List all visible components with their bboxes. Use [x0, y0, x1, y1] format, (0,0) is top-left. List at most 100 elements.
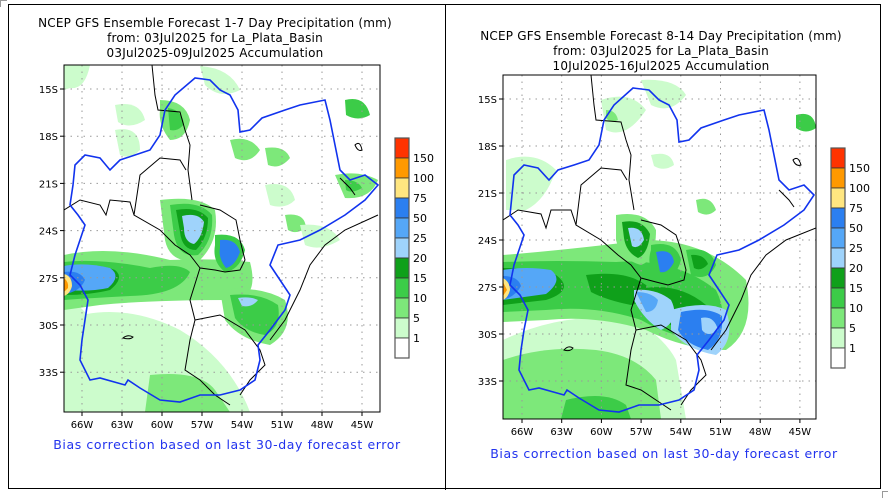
- basin-outline: [509, 87, 816, 413]
- colorbar-frame: [830, 147, 846, 369]
- map-frame: [63, 64, 381, 413]
- colorbar-level-label: 75: [413, 192, 427, 205]
- colorbar-swatch: [394, 277, 410, 299]
- lat-label: 21S: [478, 189, 497, 200]
- lat-label: 30S: [478, 330, 497, 341]
- colorbar-level-label: 20: [413, 252, 427, 265]
- colorbar-swatch: [394, 137, 410, 159]
- lon-label: 66W: [511, 427, 534, 438]
- colorbar-level-label: 1: [849, 342, 856, 355]
- forecast-panel-week2: NCEP GFS Ensemble Forecast 8-14 Day Prec…: [478, 29, 870, 461]
- lon-label: 54W: [669, 427, 692, 438]
- lat-label: 15S: [39, 85, 58, 96]
- colorbar-swatch: [830, 147, 846, 169]
- lat-lon-grid: [503, 75, 816, 419]
- lat-label: 24S: [478, 236, 497, 247]
- lat-label: 24S: [39, 227, 58, 238]
- colorbar-level-label: 15: [413, 272, 427, 285]
- colorbar-swatch: [830, 167, 846, 189]
- colorbar-swatch: [394, 237, 410, 259]
- colorbar-swatch: [394, 337, 410, 359]
- colorbar-level-label: 25: [849, 242, 863, 255]
- map-plot-area: [64, 65, 380, 412]
- colorbar-swatch: [830, 247, 846, 269]
- colorbar-swatch: [830, 227, 846, 249]
- lat-label: 33S: [478, 377, 497, 388]
- colorbar-swatch: [394, 197, 410, 219]
- lon-label: 57W: [191, 420, 214, 431]
- colorbar: 150 100 75 50 25 20 15 10 5 1: [394, 137, 434, 359]
- figure-frame: [8, 4, 881, 489]
- panel-title-line1: NCEP GFS Ensemble Forecast 8-14 Day Prec…: [480, 29, 842, 43]
- lat-label: 33S: [39, 368, 58, 379]
- lon-label: 54W: [231, 420, 254, 431]
- colorbar-level-label: 150: [413, 152, 434, 165]
- colorbar-level-label: 10: [849, 302, 863, 315]
- lon-label: 63W: [111, 420, 134, 431]
- lon-label: 48W: [749, 427, 772, 438]
- panel-title-line3: 10Jul2025-16Jul2025 Accumulation: [553, 59, 770, 73]
- precip-field: [64, 65, 378, 412]
- lon-label: 63W: [550, 427, 573, 438]
- colorbar-swatch: [830, 187, 846, 209]
- longitude-labels: 66W 63W 60W 57W 54W 51W 48W 45W: [71, 412, 374, 431]
- colorbar-swatch: [830, 347, 846, 369]
- corner-mark: [0, 0, 7, 7]
- colorbar-swatch: [394, 297, 410, 319]
- colorbar-level-label: 1: [413, 332, 420, 345]
- colorbar-level-label: 15: [849, 282, 863, 295]
- lon-label: 60W: [590, 427, 613, 438]
- colorbar-swatch: [830, 327, 846, 349]
- lat-label: 15S: [478, 95, 497, 106]
- colorbar-swatch: [394, 217, 410, 239]
- panel-title-line1: NCEP GFS Ensemble Forecast 1-7 Day Preci…: [38, 16, 392, 30]
- colorbar-level-label: 75: [849, 202, 863, 215]
- panel-title-line2: from: 03Jul2025 for La_Plata_Basin: [553, 44, 769, 58]
- colorbar-swatch: [830, 307, 846, 329]
- colorbar-swatch: [394, 317, 410, 339]
- lat-label: 21S: [39, 179, 58, 190]
- latitude-labels: 15S 18S 21S 24S 27S 30S 33S: [39, 85, 64, 379]
- colorbar-level-label: 20: [849, 262, 863, 275]
- country-borders: [64, 65, 379, 406]
- colorbar-swatch: [394, 257, 410, 279]
- lon-label: 45W: [789, 427, 812, 438]
- colorbar-level-label: 50: [849, 222, 863, 235]
- map-frame: [502, 74, 817, 420]
- panel-divider: [445, 4, 446, 490]
- colorbar-swatch: [830, 267, 846, 289]
- colorbar-swatch: [394, 157, 410, 179]
- latitude-labels: 15S 18S 21S 24S 27S 30S 33S: [478, 95, 503, 388]
- lon-label: 51W: [271, 420, 294, 431]
- lon-label: 57W: [630, 427, 653, 438]
- basin-outline: [69, 77, 380, 403]
- corner-mark: [882, 491, 888, 498]
- colorbar-swatch: [830, 207, 846, 229]
- lat-label: 27S: [478, 283, 497, 294]
- lat-label: 18S: [39, 132, 58, 143]
- colorbar-level-label: 150: [849, 162, 870, 175]
- colorbar-swatch: [830, 287, 846, 309]
- forecast-panel-week1: NCEP GFS Ensemble Forecast 1-7 Day Preci…: [38, 16, 434, 452]
- colorbar-frame: [394, 137, 410, 359]
- colorbar-level-label: 10: [413, 292, 427, 305]
- colorbar: 150 100 75 50 25 20 15 10 5 1: [830, 147, 870, 369]
- lon-label: 66W: [71, 420, 94, 431]
- colorbar-level-label: 50: [413, 212, 427, 225]
- lat-label: 27S: [39, 274, 58, 285]
- lon-label: 45W: [351, 420, 374, 431]
- panel-title-line2: from: 03Jul2025 for La_Plata_Basin: [107, 31, 323, 45]
- colorbar-level-label: 5: [849, 322, 856, 335]
- precip-field: [503, 79, 816, 419]
- colorbar-level-label: 100: [849, 182, 870, 195]
- panel-title-line3: 03Jul2025-09Jul2025 Accumulation: [107, 46, 324, 60]
- colorbar-level-label: 25: [413, 232, 427, 245]
- bias-correction-note: Bias correction based on last 30-day for…: [53, 437, 401, 452]
- colorbar-level-label: 100: [413, 172, 434, 185]
- country-borders: [503, 75, 816, 411]
- bias-correction-note: Bias correction based on last 30-day for…: [490, 446, 838, 461]
- lon-label: 60W: [151, 420, 174, 431]
- colorbar-swatch: [394, 177, 410, 199]
- map-plot-area: [503, 75, 816, 419]
- lat-label: 18S: [478, 142, 497, 153]
